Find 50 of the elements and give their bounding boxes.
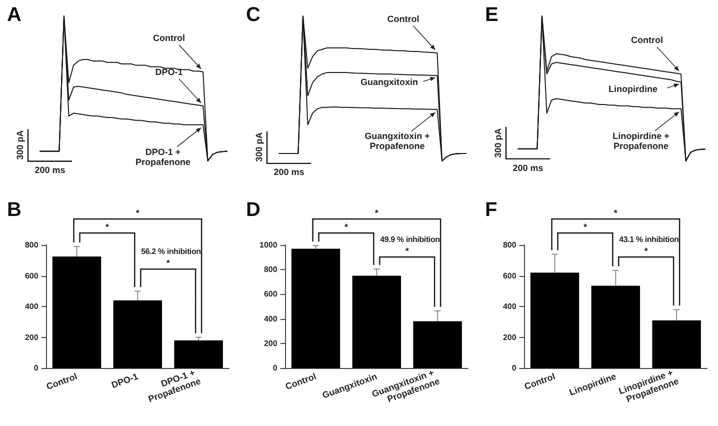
chart-title: F — [485, 199, 498, 221]
y-tick-label: 600 — [24, 271, 39, 280]
legend-label: Guangxitoxin — [359, 77, 419, 88]
x-tick-label: DPO-1 — [110, 371, 140, 390]
y-tick-label: 600 — [264, 290, 278, 299]
text: 49.9 % inhibition — [380, 235, 440, 245]
text: 300 pA — [254, 132, 264, 164]
text: * — [343, 222, 349, 232]
text: 300 pA — [493, 127, 503, 160]
annotation: * — [404, 246, 410, 256]
text: 300 pA — [15, 130, 25, 162]
text: 200 ms — [34, 165, 66, 176]
text: * — [104, 222, 110, 232]
y-tick-label: 800 — [264, 265, 278, 274]
y-tick-label: 200 — [24, 332, 39, 342]
y-tick-label: 200 — [264, 338, 278, 348]
text: Control — [386, 14, 420, 24]
legend-label: Linopirdine — [608, 84, 659, 94]
y-tick-label: 400 — [264, 314, 278, 324]
y-tick-label: 600 — [502, 271, 517, 280]
text: * — [374, 208, 380, 218]
legend-label: DPO-1 — [154, 66, 184, 77]
y-tick-label: 200 — [502, 332, 517, 342]
series-label: Linopirdine + Propafenone — [612, 130, 670, 151]
annotation: 56.2 % inhibition — [141, 247, 201, 258]
y-tick-label: 0 — [34, 364, 39, 372]
text: Control — [152, 32, 186, 43]
y-tick-label: 1000 — [260, 240, 278, 250]
text: * — [134, 208, 140, 218]
chart-title: E — [485, 4, 498, 26]
series-label: DPO-1 + Propafenone — [134, 146, 192, 167]
text: 200 ms — [272, 167, 306, 178]
text: 43.1 % inhibition — [619, 235, 679, 245]
y-tick-label: 0 — [512, 364, 517, 372]
annotation: * — [643, 246, 649, 256]
y-tick-label: 400 — [24, 302, 39, 311]
chart-title: C — [246, 4, 260, 26]
chart-title: D — [246, 199, 260, 221]
text: * — [582, 222, 588, 232]
text: 200 ms — [512, 162, 544, 173]
y-tick-label: 0 — [272, 364, 278, 372]
chart-title: B — [7, 199, 22, 221]
chart-title: A — [7, 4, 22, 26]
text: Control — [630, 35, 664, 45]
y-tick-label: 800 — [502, 240, 517, 250]
series-label: Guangxitoxin + Propafenone — [364, 131, 431, 152]
y-tick-label: 400 — [502, 302, 517, 311]
y-tick-label: 800 — [24, 240, 39, 250]
text: * — [612, 208, 618, 218]
annotation: * — [165, 258, 171, 268]
